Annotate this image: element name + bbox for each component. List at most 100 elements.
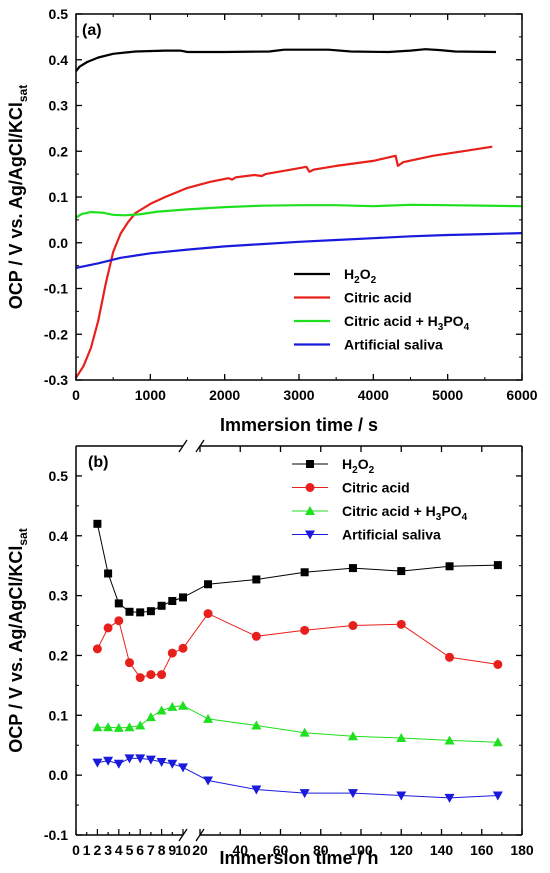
data-point	[135, 754, 146, 764]
legend-marker	[305, 506, 315, 515]
data-point	[299, 789, 310, 799]
data-point	[252, 575, 261, 584]
data-point	[93, 519, 102, 528]
data-point	[178, 643, 188, 653]
x-tick-label: 4	[115, 842, 123, 858]
text-part: PO	[443, 313, 463, 329]
y-axis-label: OCP / V vs. Ag/AgCl/KClsat	[6, 85, 30, 309]
data-point	[125, 607, 134, 616]
x-tick-label: 140	[430, 842, 454, 858]
y-tick-label: -0.2	[44, 326, 68, 342]
y-tick-label: 0.4	[49, 52, 69, 68]
data-point	[167, 759, 178, 769]
data-point	[92, 758, 103, 768]
data-point	[203, 776, 214, 786]
series-line	[75, 232, 523, 269]
data-point	[300, 625, 310, 635]
series-line	[96, 523, 498, 613]
series-group	[92, 754, 503, 803]
data-point	[203, 713, 214, 723]
x-tick-label: 8	[158, 842, 166, 858]
text-part: O	[358, 456, 369, 472]
x-tick-label: 7	[147, 842, 155, 858]
data-point	[157, 670, 167, 680]
panel-label: (a)	[82, 22, 102, 39]
x-tick-label: 1000	[135, 387, 166, 403]
x-tick-label: 6	[136, 842, 144, 858]
x-tick-label: 6000	[506, 387, 537, 403]
y-axis-label-sub: sat	[16, 528, 30, 545]
data-point	[444, 735, 455, 745]
data-point	[396, 733, 407, 743]
data-point	[104, 569, 113, 578]
data-point	[347, 731, 358, 741]
data-point	[146, 670, 156, 680]
legend-entry: Citric acid + H3PO4	[344, 313, 470, 333]
y-tick-label: 0.2	[49, 647, 69, 663]
series-line	[75, 203, 523, 219]
legend-entry: Artificial saliva	[344, 337, 443, 353]
data-point	[178, 700, 188, 710]
data-point	[135, 720, 146, 730]
data-point	[251, 785, 262, 795]
data-point	[397, 567, 406, 576]
x-tick-label: 5	[126, 842, 134, 858]
y-tick-label: 0.0	[49, 235, 69, 251]
text-part: Citric acid	[344, 290, 412, 306]
data-point	[124, 754, 135, 764]
data-point	[135, 673, 145, 683]
data-point	[113, 722, 124, 732]
text-part: Citric acid + H	[342, 503, 436, 519]
legend-entry: Citric acid	[342, 480, 410, 496]
chart-panel-b: -0.10.00.10.20.30.40.50 1 2 3 4 5 6 7 8 9 10 20 40 60…	[6, 439, 534, 868]
chart-panel-a: -0.3 -0.2 -0.1 0.0 0.1 0.2 0.3 0.4 0.5 0 1000 2000 3…	[6, 6, 538, 435]
data-point	[493, 561, 502, 570]
x-axis-label: Immersion time / h	[219, 848, 378, 868]
data-point	[251, 720, 262, 730]
x-tick-label: 2000	[209, 387, 240, 403]
y-axis-label: OCP / V vs. Ag/AgCl/KClsat	[6, 528, 30, 752]
text-part: 3	[438, 322, 444, 333]
legend-entry: Citric acid	[344, 290, 412, 306]
y-tick-label: -0.1	[44, 281, 68, 297]
data-point	[396, 791, 407, 801]
x-tick-label: 100	[349, 842, 373, 858]
data-point	[113, 759, 124, 769]
data-point	[204, 580, 213, 589]
y-axis-label-main: OCP / V vs. Ag/AgCl/KCl	[6, 102, 26, 309]
x-tick-label: 5000	[432, 387, 463, 403]
text-part: 2	[352, 465, 358, 476]
text-part: O	[360, 266, 371, 282]
data-point	[251, 631, 261, 641]
x-tick-label: 120	[390, 842, 414, 858]
data-point	[444, 793, 455, 803]
text-part: PO	[441, 503, 461, 519]
data-point	[103, 623, 113, 633]
series-line	[97, 705, 498, 743]
x-tick-label: 80	[313, 842, 329, 858]
y-tick-label: 0.2	[49, 143, 69, 159]
data-point	[146, 607, 155, 616]
y-tick-label: 0.5	[49, 468, 69, 484]
text-part: Artificial saliva	[344, 337, 443, 353]
data-point	[179, 593, 187, 602]
legend-marker	[306, 460, 314, 468]
x-tick-label: 160	[470, 842, 494, 858]
data-point	[178, 763, 188, 773]
series-line	[96, 612, 498, 679]
text-part: H	[344, 266, 354, 282]
text-part: 4	[462, 512, 468, 523]
y-axis-label-main: OCP / V vs. Ag/AgCl/KCl	[6, 546, 26, 753]
x-tick-label: 4000	[358, 387, 389, 403]
data-point	[167, 701, 178, 711]
x-tick-label: 0	[72, 842, 80, 858]
x-tick-label: 3	[104, 842, 112, 858]
data-point	[396, 619, 406, 629]
legend-marker	[305, 483, 315, 492]
x-tick-label: 9	[168, 842, 176, 858]
x-tick-label: 180	[510, 842, 534, 858]
x-tick-label: 1	[83, 842, 91, 858]
text-part: 2	[369, 465, 375, 476]
x-tick-label: 40	[232, 842, 248, 858]
x-axis-label: Immersion time / s	[220, 415, 378, 435]
